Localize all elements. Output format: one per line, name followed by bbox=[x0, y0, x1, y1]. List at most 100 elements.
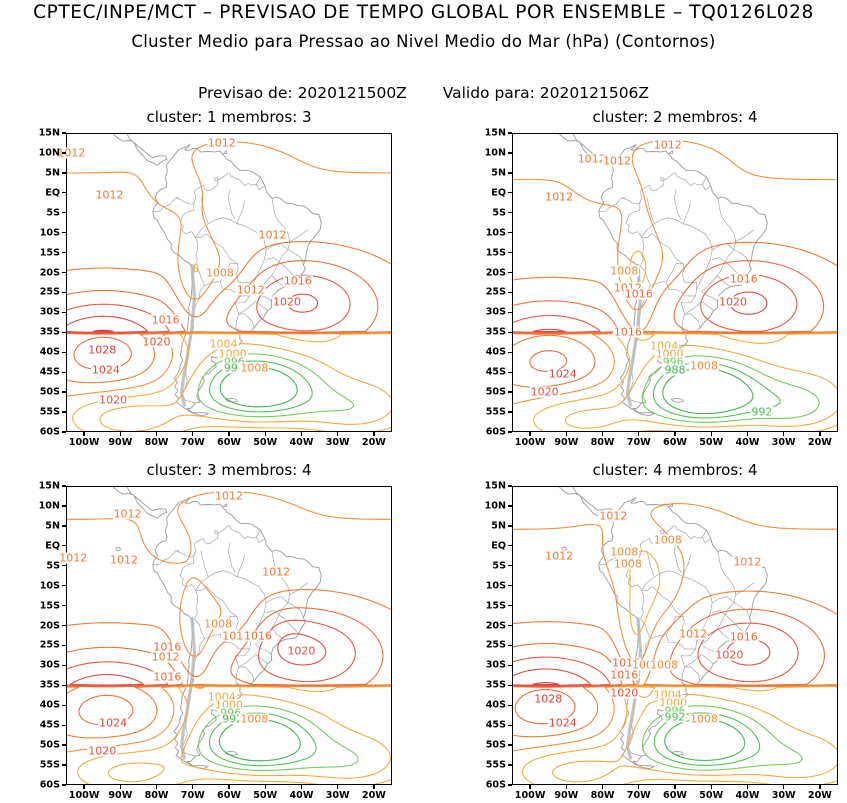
isobar-1020 bbox=[700, 274, 798, 332]
x-tick bbox=[300, 785, 303, 789]
contour-label: 996 bbox=[663, 704, 687, 718]
contour-label: 1020 bbox=[87, 744, 118, 758]
x-tick-label: 60W bbox=[663, 790, 687, 801]
isobar-1016 bbox=[230, 607, 384, 686]
y-tick-label: 15S bbox=[39, 247, 60, 259]
contour-label: 1012 bbox=[150, 650, 181, 664]
y-tick bbox=[62, 545, 66, 547]
contour-label: 1016 bbox=[611, 656, 642, 670]
x-tick bbox=[300, 432, 303, 436]
y-tick-label: 15N bbox=[484, 480, 506, 492]
y-tick-label: 55S bbox=[39, 406, 60, 418]
contour-label: 1012 bbox=[576, 152, 607, 166]
contour-label: 992 bbox=[750, 405, 774, 419]
y-tick-label: 40S bbox=[39, 346, 60, 358]
y-tick bbox=[62, 251, 66, 254]
x-tick-label: 80W bbox=[144, 437, 169, 448]
valid-for-label: Valido para: 2020121506Z bbox=[442, 84, 650, 102]
x-tick bbox=[529, 432, 531, 436]
y-tick-label: 5S bbox=[46, 207, 60, 219]
y-tick bbox=[508, 724, 512, 726]
x-tick bbox=[782, 432, 785, 436]
isobar-1024 bbox=[69, 674, 144, 686]
x-tick-label: 50W bbox=[699, 790, 724, 801]
isobar-1020 bbox=[697, 622, 799, 683]
isobar-1008 bbox=[67, 332, 391, 397]
contour-label: 1016 bbox=[150, 313, 181, 327]
contour-label: 1008 bbox=[688, 712, 719, 726]
contour-label: 1008 bbox=[652, 533, 683, 547]
forecast-from-label: Previsao de: 2020121500Z bbox=[197, 84, 407, 102]
y-tick-label: 45S bbox=[39, 719, 60, 731]
y-tick bbox=[62, 764, 66, 766]
contour-label: 1004 bbox=[208, 337, 239, 351]
isobar-1012 bbox=[513, 330, 837, 335]
isobar-1020 bbox=[258, 619, 356, 683]
x-tick-label: 40W bbox=[289, 437, 314, 448]
x-tick-label: 70W bbox=[180, 790, 205, 801]
y-tick bbox=[508, 212, 512, 214]
isobar-1016 bbox=[67, 289, 186, 335]
y-tick-label: 50S bbox=[39, 739, 60, 751]
y-tick-label: 5N bbox=[491, 520, 506, 532]
isobar-1016 bbox=[669, 608, 825, 686]
x-tick bbox=[155, 785, 158, 789]
contour-label: 1012 bbox=[206, 136, 237, 150]
x-tick bbox=[192, 432, 194, 436]
isobar-1012 bbox=[513, 334, 596, 388]
contour-label: 996 bbox=[661, 355, 685, 369]
contour-map-cluster-2 bbox=[513, 134, 837, 431]
contour-label: 1012 bbox=[544, 549, 575, 563]
y-tick-label: 40S bbox=[485, 346, 506, 358]
contour-label: 1008 bbox=[612, 557, 643, 571]
isobar-996 bbox=[641, 705, 803, 771]
andes-relief bbox=[625, 617, 643, 760]
x-tick-label: 90W bbox=[108, 790, 133, 801]
contour-label: 1012 bbox=[652, 138, 683, 152]
y-tick bbox=[508, 525, 512, 527]
x-tick bbox=[373, 785, 375, 789]
contour-label: 1028 bbox=[533, 692, 564, 706]
y-tick-label: 45S bbox=[39, 366, 60, 378]
isobar-1000 bbox=[180, 694, 391, 779]
y-tick bbox=[508, 684, 512, 687]
isobar-1024 bbox=[532, 328, 566, 333]
isobar-1028 bbox=[532, 681, 559, 685]
x-tick-label: 50W bbox=[253, 437, 278, 448]
isobar-1012 bbox=[513, 621, 636, 738]
x-tick bbox=[638, 785, 640, 789]
x-tick bbox=[336, 785, 339, 789]
x-tick bbox=[565, 432, 568, 436]
contour-label: 1008 bbox=[204, 266, 235, 280]
isobar-1004 bbox=[181, 425, 329, 431]
y-tick bbox=[508, 624, 512, 627]
panel-title-cluster-4: cluster: 4 membros: 4 bbox=[592, 461, 758, 479]
y-tick-label: 55S bbox=[485, 406, 506, 418]
isobar-1020 bbox=[513, 656, 611, 687]
isobar-1020 bbox=[67, 303, 170, 334]
contour-label: 1008 bbox=[239, 712, 270, 726]
contour-label: 1012 bbox=[598, 509, 629, 523]
isobar-1012 bbox=[513, 241, 837, 332]
x-tick bbox=[565, 785, 568, 789]
y-tick bbox=[508, 505, 512, 507]
contour-label: 1020 bbox=[717, 295, 748, 309]
x-tick-label: 20W bbox=[361, 790, 386, 801]
contour-label: 1012 bbox=[221, 629, 252, 642]
x-tick bbox=[264, 785, 266, 789]
isobar-1016 bbox=[78, 694, 134, 726]
contour-label: 1008 bbox=[631, 658, 662, 672]
contour-label: 1024 bbox=[547, 716, 578, 730]
plot-frame-cluster-2 bbox=[512, 133, 838, 432]
y-tick-label: 60S bbox=[485, 426, 506, 438]
y-tick-label: 55S bbox=[39, 759, 60, 771]
x-tick bbox=[373, 432, 375, 436]
y-tick-label: 50S bbox=[485, 739, 506, 751]
x-tick-label: 20W bbox=[807, 437, 832, 448]
x-tick bbox=[529, 785, 531, 789]
y-tick bbox=[508, 545, 512, 547]
contour-label: 1016 bbox=[623, 287, 654, 301]
contour-label: 1012 bbox=[94, 188, 125, 202]
isobar-1000 bbox=[552, 693, 837, 783]
